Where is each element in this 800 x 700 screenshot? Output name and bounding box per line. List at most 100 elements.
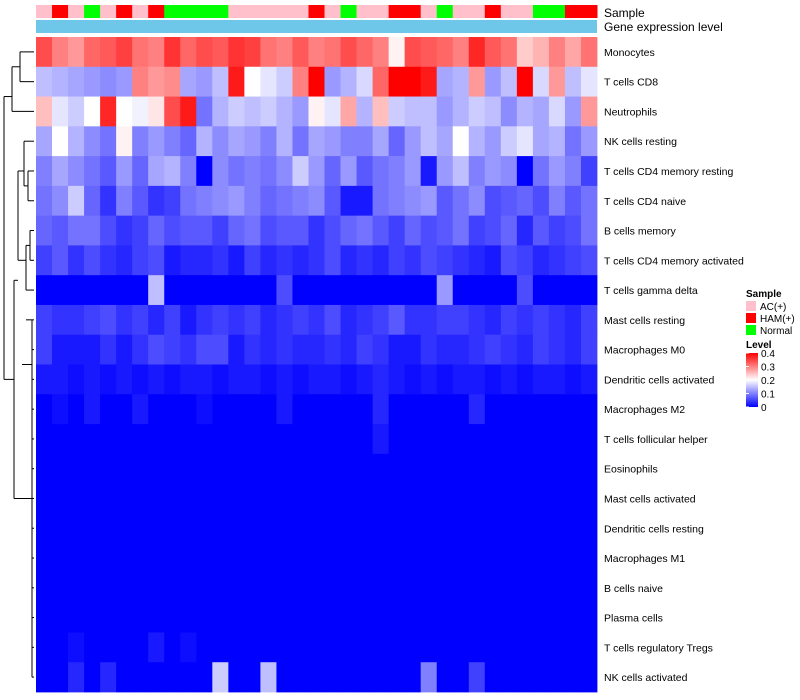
heatmap-cell	[580, 394, 598, 425]
heatmap-cell	[340, 632, 357, 663]
heatmap-cell	[148, 453, 165, 484]
sample-annotation-cell	[292, 5, 309, 18]
heatmap-cell	[420, 662, 438, 693]
heatmap-cell	[276, 453, 293, 484]
heatmap-cell	[164, 513, 181, 544]
heatmap-cell	[196, 543, 213, 574]
heatmap-cell	[148, 245, 165, 276]
heatmap-cell	[84, 572, 101, 604]
heatmap-cell	[100, 394, 117, 425]
heatmap-cell	[132, 334, 149, 365]
heatmap-cell	[292, 513, 309, 544]
heatmap-cell	[36, 96, 53, 127]
heatmap-cell	[180, 424, 197, 455]
heatmap-cell	[516, 66, 534, 97]
heatmap-cell	[468, 543, 486, 574]
sample-annotation-cell	[148, 5, 165, 18]
heatmap-cell	[372, 334, 390, 365]
heatmap-cell	[260, 483, 277, 514]
heatmap-cell	[484, 215, 502, 246]
heatmap-cell	[420, 572, 438, 604]
heatmap-cell	[564, 304, 582, 336]
sample-annotation-cell	[36, 5, 53, 18]
heatmap-cell	[436, 662, 454, 693]
heatmap-cell	[196, 96, 213, 127]
heatmap-cell	[308, 602, 325, 633]
heatmap-cell	[36, 424, 53, 455]
heatmap-cell	[244, 37, 261, 68]
heatmap-cell	[404, 364, 422, 395]
heatmap-cell	[436, 185, 454, 217]
heatmap-cell	[180, 394, 197, 425]
heatmap-cell	[244, 66, 261, 97]
heatmap-cell	[324, 632, 341, 663]
heatmap-cell	[404, 304, 422, 336]
heatmap-cell	[164, 424, 181, 455]
heatmap-cell	[228, 602, 245, 633]
heatmap-cell	[436, 66, 454, 97]
heatmap-cell	[308, 215, 325, 246]
heatmap-cell	[372, 662, 390, 693]
heatmap-cell	[340, 602, 357, 633]
heatmap-cell	[340, 662, 357, 693]
heatmap-cell	[500, 364, 518, 395]
heatmap-cell	[68, 96, 85, 127]
heatmap-cell	[196, 662, 213, 693]
heatmap-cell	[228, 364, 245, 395]
heatmap-cell	[84, 37, 101, 68]
heatmap-cell	[84, 662, 101, 693]
heatmap-cell	[116, 215, 133, 246]
heatmap-cell	[356, 96, 373, 127]
heatmap-cell	[388, 156, 406, 187]
sample-annotation-cell	[260, 5, 277, 18]
heatmap-cell	[532, 126, 550, 157]
heatmap-cell	[468, 364, 486, 395]
sample-annotation-cell	[580, 5, 598, 18]
heatmap-cell	[468, 453, 486, 484]
heatmap-cell	[244, 364, 261, 395]
row-label: Monocytes	[604, 47, 655, 59]
heatmap-cell	[436, 215, 454, 246]
heatmap-cell	[260, 185, 277, 217]
heatmap-cell	[36, 66, 53, 97]
heatmap-cell	[116, 543, 133, 574]
heatmap-cell	[436, 424, 454, 455]
heatmap-cell	[372, 156, 390, 187]
heatmap-cell	[84, 424, 101, 455]
heatmap-cell	[388, 364, 406, 395]
heatmap-cell	[484, 572, 502, 604]
heatmap-cell	[580, 543, 598, 574]
heatmap-cell	[388, 334, 406, 365]
heatmap-cell	[500, 156, 518, 187]
heatmap-cell	[36, 304, 53, 336]
heatmap-cell	[404, 602, 422, 633]
heatmap-cell	[356, 394, 373, 425]
heatmap-cell	[532, 602, 550, 633]
heatmap-cell	[196, 632, 213, 663]
heatmap-cell	[36, 275, 53, 306]
heatmap-cell	[180, 602, 197, 633]
heatmap-cell	[516, 513, 534, 544]
heatmap-cell	[324, 513, 341, 544]
heatmap-cell	[516, 185, 534, 217]
heatmap-cell	[180, 572, 197, 604]
heatmap-cell	[484, 424, 502, 455]
heatmap-cell	[212, 483, 229, 514]
heatmap-cell	[580, 37, 598, 68]
heatmap-cell	[516, 304, 534, 336]
heatmap-cell	[180, 632, 197, 663]
heatmap-cell	[228, 513, 245, 544]
row-label: NK cells activated	[604, 672, 688, 684]
legend-tick-label: 0.3	[761, 363, 775, 374]
heatmap-cell	[308, 424, 325, 455]
heatmap-cell	[548, 543, 566, 574]
heatmap-cell	[404, 66, 422, 97]
heatmap-cell	[468, 483, 486, 514]
heatmap-cell	[36, 453, 53, 484]
heatmap-cell	[292, 245, 309, 276]
heatmap-cell	[148, 96, 165, 127]
sample-annotation-cell	[132, 5, 149, 18]
heatmap-cell	[84, 364, 101, 395]
heatmap-cell	[100, 453, 117, 484]
heatmap-cell	[196, 602, 213, 633]
